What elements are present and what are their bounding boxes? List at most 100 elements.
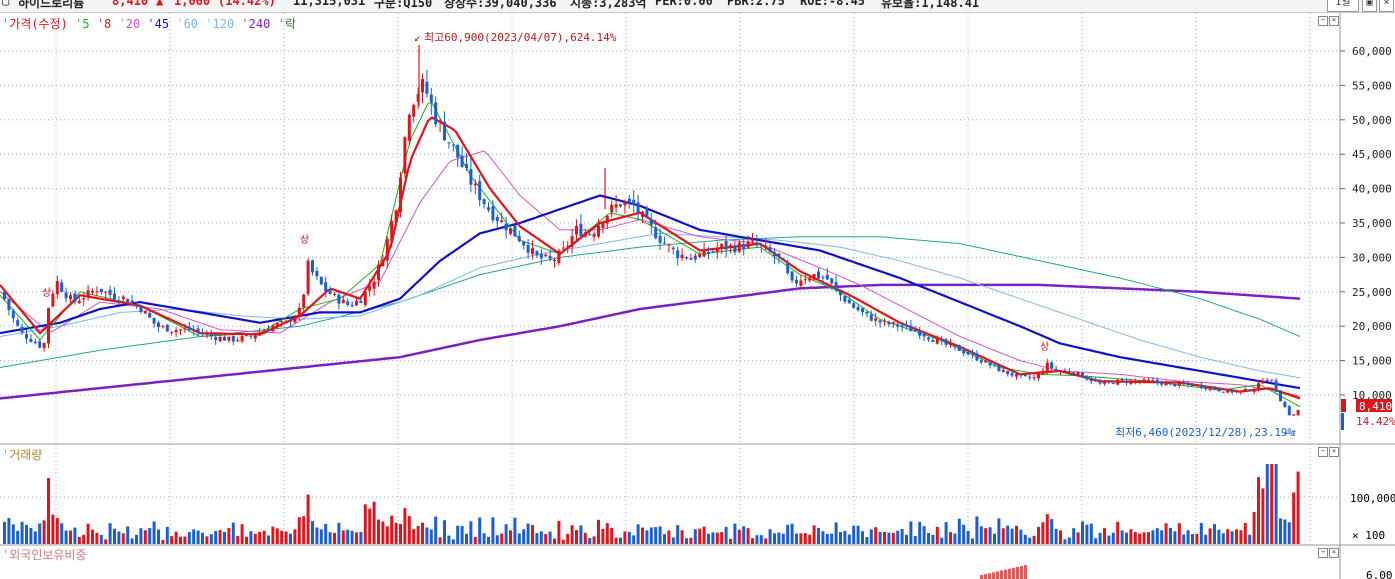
volume-bar <box>1103 528 1106 544</box>
candle-body <box>434 102 438 125</box>
volume-bar <box>86 523 90 544</box>
candle-body <box>548 256 552 259</box>
candle-body <box>623 201 627 206</box>
candle-body <box>993 364 996 366</box>
candle-body <box>451 144 455 146</box>
candle-body <box>236 340 240 342</box>
candle-body <box>1287 406 1291 415</box>
candle-body <box>460 155 464 167</box>
candle-body <box>531 248 534 255</box>
volume-bar <box>975 516 979 544</box>
candle-body <box>601 223 605 229</box>
candle-body <box>988 362 992 366</box>
candle-body <box>438 121 442 123</box>
candle-body <box>297 307 301 317</box>
volume-bar <box>60 523 64 544</box>
candle-body <box>91 290 94 293</box>
candle-body <box>856 306 860 311</box>
candle-body <box>381 259 385 267</box>
restore-icon[interactable]: ▣ <box>1362 0 1377 12</box>
volume-bar <box>1213 524 1216 544</box>
candle-body <box>1204 387 1208 389</box>
close-icon[interactable]: × <box>1379 0 1394 12</box>
stock-chart[interactable]: 60,000 55,000 50,000 45,000 40,000 35,000 30,0… <box>0 13 1395 579</box>
candle-body <box>702 249 706 257</box>
volume-bar <box>73 527 77 544</box>
candle-body <box>1133 380 1137 382</box>
volume-bar <box>707 533 710 544</box>
candle-body <box>1265 380 1269 382</box>
candle-body <box>768 247 772 252</box>
volume-bar <box>416 525 420 544</box>
candle-body <box>790 271 794 281</box>
volume-bar <box>601 528 605 544</box>
candle-body <box>579 223 583 237</box>
candle-body <box>1274 380 1278 392</box>
candle-body <box>47 308 50 344</box>
volume-bar <box>557 520 561 544</box>
volume-bar <box>636 524 640 544</box>
volume-bar <box>720 532 724 544</box>
candle-body <box>632 199 636 206</box>
division: 구분:Q150 <box>374 0 433 10</box>
volume-bar <box>377 519 380 544</box>
panel-close-icon[interactable]: × <box>1329 16 1339 26</box>
volume-bar <box>381 521 385 544</box>
panel-minimize-icon[interactable]: − <box>1318 447 1328 457</box>
panel-minimize-icon[interactable]: − <box>1318 16 1328 26</box>
period-button[interactable]: 1일 <box>1327 0 1359 12</box>
volume-bar <box>1257 477 1260 544</box>
volume-bar <box>1279 518 1282 544</box>
candle-body <box>104 291 108 293</box>
volume-bar <box>91 529 94 544</box>
volume-bar <box>372 501 376 544</box>
stock-name[interactable]: 하이드로리튬 <box>18 0 85 10</box>
volume-bar <box>333 532 336 544</box>
panel-minimize-icon[interactable]: − <box>1318 548 1328 558</box>
candle-body <box>803 279 807 281</box>
candle-body <box>949 343 952 346</box>
volume-bar <box>509 530 512 544</box>
candle-body <box>711 251 715 253</box>
volume-bar <box>249 531 253 544</box>
volume-bar <box>649 527 653 544</box>
candle-body <box>707 252 710 254</box>
window-icon: ▢ <box>2 0 10 8</box>
candle-body <box>592 233 596 237</box>
limit-up-marker: 상 <box>42 287 51 299</box>
candle-body <box>962 350 966 354</box>
volume-bar <box>473 536 477 544</box>
volume-bar <box>183 536 187 544</box>
candle-body <box>355 300 358 306</box>
volume-bar <box>368 508 372 544</box>
volume-title: 거래량 <box>9 448 43 462</box>
volume-bar <box>689 537 693 544</box>
candle-body <box>746 241 750 248</box>
candle-body <box>407 114 411 141</box>
price-marker <box>1341 413 1344 430</box>
candle-body <box>359 300 363 304</box>
volume-bar <box>724 526 728 544</box>
candle-body <box>927 337 930 340</box>
price-tick-label: 30,000 <box>1352 251 1392 264</box>
candle-body <box>979 360 983 363</box>
volume-bar <box>1199 522 1203 544</box>
panel-close-icon[interactable]: × <box>1329 548 1339 558</box>
foreign-ratio-bar <box>996 571 999 579</box>
candle-body <box>1155 379 1159 383</box>
volume-bar <box>1001 528 1005 544</box>
candle-body <box>1221 391 1225 393</box>
current-price: 8,410 <box>112 0 149 8</box>
volume-bar <box>403 508 407 544</box>
volume-bar <box>957 518 961 544</box>
volume-bar <box>619 537 622 544</box>
panel-close-icon[interactable]: × <box>1329 447 1339 457</box>
volume-bar <box>1085 524 1089 544</box>
volume-bar <box>363 504 367 544</box>
candle-body <box>113 293 116 300</box>
candle-body <box>570 236 574 248</box>
current-price-badge <box>1356 399 1392 412</box>
legend-ma60: 60 <box>183 17 199 31</box>
volume-bar <box>1169 527 1172 544</box>
volume-bar <box>993 533 996 544</box>
